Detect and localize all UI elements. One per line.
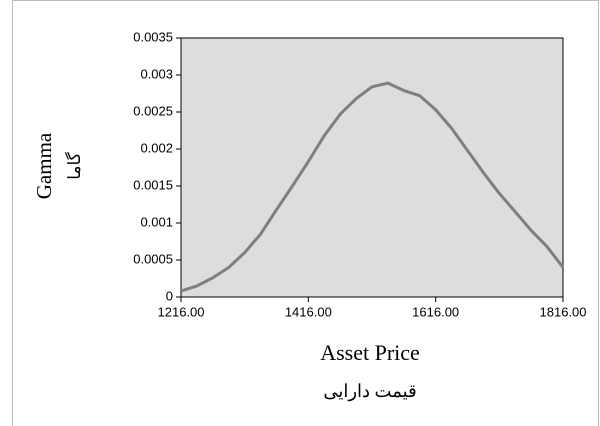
frame [12, 0, 599, 426]
y-axis-label: Gamma [32, 132, 56, 199]
y-tick-label: 0.0015 [133, 177, 173, 192]
y-tick-label: 0.001 [140, 214, 173, 229]
y-tick-label: 0.0005 [133, 251, 173, 266]
x-axis-label: Asset Price [320, 340, 420, 365]
y-tick-label: 0.003 [140, 66, 173, 81]
x-tick-label: 1216.00 [158, 304, 205, 319]
x-axis-label-secondary: قیمت دارایی [323, 381, 416, 402]
line [180, 81, 565, 293]
y-tick-label: 0.002 [140, 140, 173, 155]
y-tick-label: 0 [166, 288, 173, 303]
y-tick-label: 0.0035 [133, 29, 173, 44]
x-tick-label: 1816.00 [540, 304, 587, 319]
y-axis-label-secondary: گاما [64, 151, 84, 179]
x-tick-label: 1416.00 [285, 304, 332, 319]
y-tick-label: 0.0025 [133, 103, 173, 118]
x-tick-label: 1616.00 [412, 304, 459, 319]
